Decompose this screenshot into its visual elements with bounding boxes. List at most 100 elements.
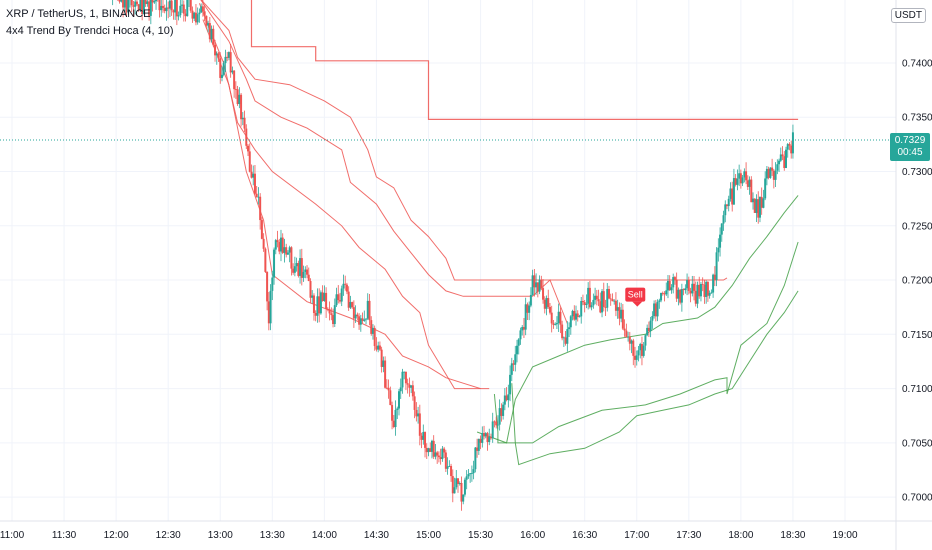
trend-line-resistance <box>250 0 799 121</box>
candle-body <box>519 330 522 340</box>
time-tick-label: 12:00 <box>104 530 129 541</box>
candle-body <box>496 424 499 426</box>
candle-body <box>312 295 315 314</box>
candle-body <box>739 173 742 184</box>
candle-body <box>337 294 340 301</box>
candle-body <box>260 220 263 239</box>
candle-body <box>637 350 640 356</box>
candle-body <box>656 301 659 317</box>
candle-body <box>342 283 345 289</box>
candle-body <box>387 387 390 391</box>
candle-body <box>594 295 597 300</box>
candle-body <box>345 284 348 292</box>
symbol-title[interactable]: XRP / TetherUS, 1, BINANCE <box>6 8 151 20</box>
time-axis[interactable]: 11:00 11:30 12:00 12:30 13:00 13:30 14:00 14:30… <box>0 530 858 541</box>
candle-body <box>123 0 126 8</box>
candle-body <box>356 314 359 317</box>
candle-body <box>205 15 208 26</box>
candle-body <box>217 53 220 59</box>
candle-body <box>371 327 374 334</box>
sell-signal[interactable]: Sell <box>625 287 646 307</box>
candle-body <box>463 479 466 495</box>
candle-body <box>276 240 279 243</box>
candle-body <box>203 11 206 16</box>
candle-body <box>725 204 728 207</box>
candle-body <box>771 167 774 171</box>
candle-body <box>323 292 326 302</box>
candle-body <box>132 5 135 7</box>
candle-body <box>687 280 690 291</box>
candle-body <box>222 63 225 75</box>
candle-body <box>601 291 604 313</box>
candle-body <box>182 4 185 14</box>
candle-body <box>581 301 584 303</box>
candle-body <box>767 168 770 178</box>
candle-body <box>394 409 397 428</box>
candle-body <box>529 294 532 306</box>
candle-body <box>717 247 720 253</box>
candle-body <box>422 432 425 440</box>
candle-body <box>319 292 322 314</box>
candle-body <box>359 318 362 325</box>
candle-body <box>540 279 543 289</box>
candle-body <box>694 290 697 304</box>
candle-body <box>548 306 551 313</box>
candle-body <box>724 204 727 216</box>
candle-body <box>720 223 723 235</box>
candle-body <box>550 312 553 324</box>
candle-body <box>693 283 696 291</box>
candle-body <box>184 13 187 17</box>
time-tick-label: 14:30 <box>364 530 389 541</box>
trend-line-resistance <box>202 19 481 390</box>
candle-body <box>220 74 223 78</box>
candle-body <box>779 154 782 161</box>
candle-body <box>778 160 781 165</box>
candle-body <box>547 298 550 307</box>
currency-badge[interactable]: USDT <box>890 8 926 23</box>
candle-body <box>606 289 609 308</box>
candle-body <box>441 448 444 460</box>
candle-body <box>290 247 293 269</box>
candle-body <box>750 179 753 203</box>
candle-body <box>196 14 199 23</box>
candle-body <box>479 438 482 443</box>
candle-body <box>382 360 385 367</box>
candle-body <box>783 156 786 168</box>
candle-body <box>646 327 649 336</box>
candle-body <box>736 178 739 185</box>
candle-body <box>472 469 475 474</box>
candle-body <box>198 12 201 15</box>
candle-body <box>542 288 545 300</box>
indicator-title[interactable]: 4x4 Trend By Trendci Hoca (4, 10) <box>6 25 174 37</box>
candle-body <box>746 180 749 187</box>
candle-body <box>462 494 465 502</box>
candle-body <box>439 457 442 460</box>
candle-body <box>642 345 645 356</box>
candle-body <box>668 281 671 291</box>
candle-body <box>722 215 725 224</box>
candle-body <box>307 274 310 282</box>
candle-body <box>514 354 517 365</box>
candle-body <box>613 300 616 302</box>
candle-body <box>151 0 154 3</box>
candle-body <box>446 466 449 469</box>
candle-body <box>470 473 473 474</box>
candle-body <box>385 387 388 389</box>
candle-body <box>758 196 761 218</box>
candle-body <box>375 346 378 350</box>
candle-body <box>429 448 432 452</box>
candle-body <box>595 295 598 300</box>
candle-body <box>279 237 282 252</box>
candle-body <box>745 171 748 181</box>
candle-body <box>424 432 427 448</box>
price-axis[interactable]: 0.7000 0.7050 0.7100 0.7150 0.7200 0.7250 0.73… <box>902 58 932 503</box>
candle-body <box>397 391 400 409</box>
candle-body <box>545 298 548 309</box>
candle-body <box>227 52 230 58</box>
candle-body <box>476 447 479 451</box>
candle-body <box>224 56 227 64</box>
candle-body <box>663 293 666 295</box>
candle-body <box>257 196 260 198</box>
candle-body <box>286 252 289 255</box>
